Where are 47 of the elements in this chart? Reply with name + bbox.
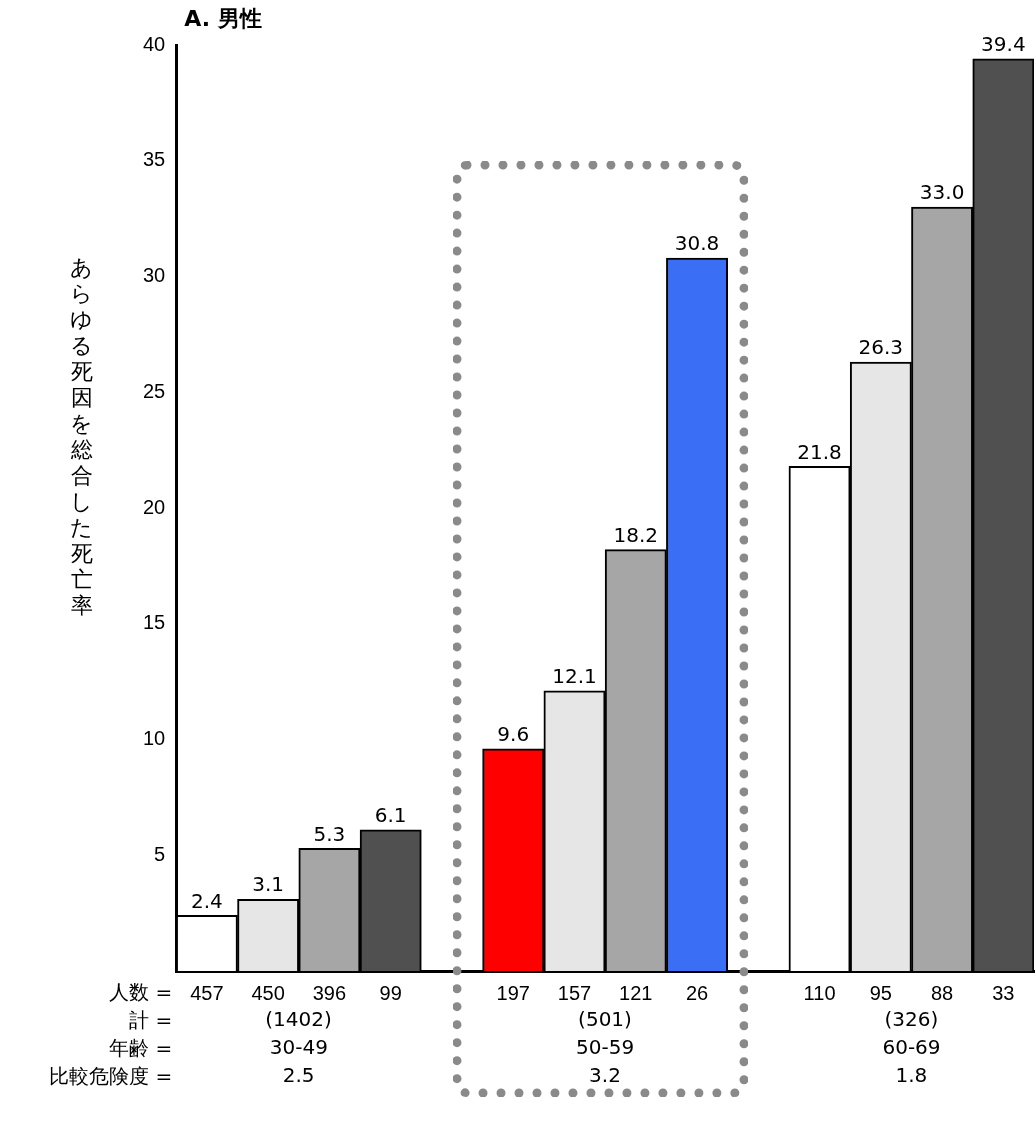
text: あらゆる死因を総合した死亡率: [70, 255, 93, 618]
chart-title: A. 男性: [184, 5, 262, 33]
y-tick-label: 5: [154, 842, 166, 865]
x-tick-label: 110: [803, 981, 836, 1004]
data-label: 3.1: [252, 872, 285, 897]
y-tick-label: 35: [143, 148, 166, 171]
x-tick-label: 88: [930, 981, 954, 1004]
data-label: 26.3: [858, 335, 904, 360]
text: 人数 =: [109, 979, 173, 1006]
y-tick-label: 20: [143, 495, 166, 518]
x-tick-label: 197: [496, 981, 530, 1004]
text: 50-59: [576, 1035, 635, 1059]
x-tick-label: 121: [619, 981, 653, 1004]
x-tick-label: 95: [869, 981, 892, 1004]
text: 比較危険度 =: [49, 1063, 173, 1090]
data-label: 30.8: [674, 231, 720, 256]
x-tick-label: 157: [557, 981, 592, 1004]
y-tick-label: 30: [143, 264, 166, 287]
data-label: 12.1: [552, 664, 597, 689]
text: 3.2: [589, 1063, 621, 1087]
data-label: 6.1: [374, 802, 407, 827]
text: 30-49: [269, 1035, 328, 1059]
x-tick-label: 26: [685, 981, 709, 1004]
data-label: 9.6: [497, 721, 530, 746]
text: 60-69: [882, 1035, 941, 1059]
y-tick-label: 25: [143, 379, 166, 402]
text: 2.5: [282, 1063, 315, 1087]
x-tick-label: 99: [379, 981, 402, 1004]
data-label: 2.4: [190, 888, 223, 913]
text: (326): [884, 1007, 939, 1031]
y-tick-label: 15: [143, 611, 166, 634]
data-label: 18.2: [613, 522, 659, 547]
data-label: 21.8: [797, 439, 842, 464]
data-label: 33.0: [919, 180, 965, 205]
text: 計 =: [129, 1007, 173, 1034]
text: 1.8: [895, 1063, 928, 1087]
y-tick-label: 40: [143, 32, 166, 55]
data-label: 5.3: [313, 821, 346, 846]
text: (1402): [265, 1007, 332, 1031]
x-tick-label: 396: [312, 981, 347, 1004]
x-tick-label: 457: [190, 981, 224, 1004]
x-tick-label: 450: [251, 981, 285, 1004]
y-tick-label: 10: [143, 727, 166, 750]
x-tick-label: 33: [992, 981, 1015, 1004]
text: 年齢 =: [109, 1035, 173, 1062]
data-label: 39.4: [981, 32, 1026, 57]
text: (501): [578, 1007, 632, 1031]
